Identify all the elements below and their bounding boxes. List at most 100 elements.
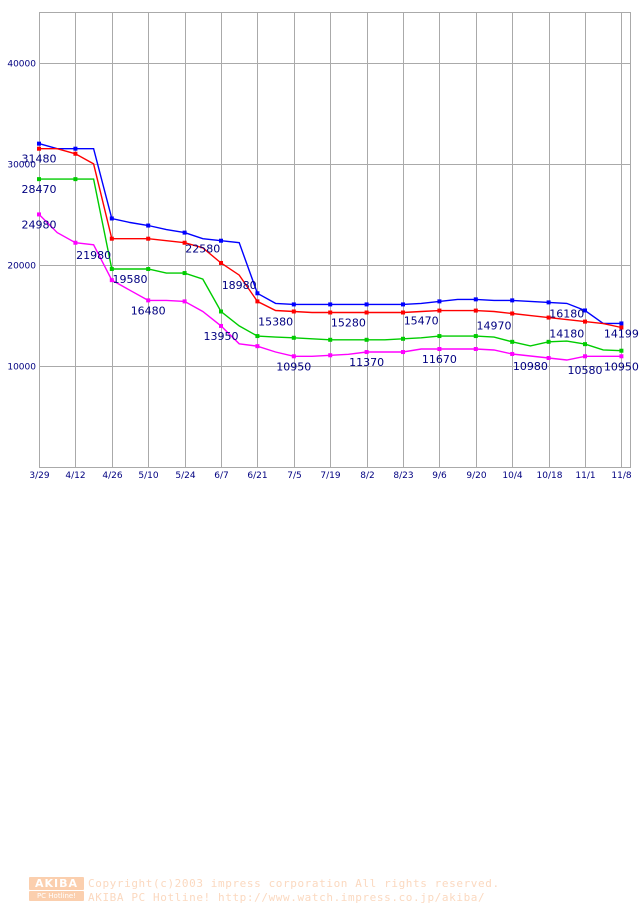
x-tick-label: 11/1 <box>575 471 595 480</box>
series-marker-red <box>401 310 405 315</box>
data-point-label: 31480 <box>22 153 57 166</box>
series-marker-red <box>546 315 551 320</box>
data-point-label: 28470 <box>22 183 57 196</box>
data-point-label: 10950 <box>604 360 639 373</box>
x-tick-label: 7/19 <box>320 471 340 480</box>
series-marker-blue <box>219 238 223 243</box>
series-marker-magenta <box>109 278 114 283</box>
series-marker-red <box>255 299 260 304</box>
series-marker-green <box>255 334 260 339</box>
series-marker-green <box>146 267 151 272</box>
series-marker-green <box>109 267 114 272</box>
series-marker-red <box>37 146 41 151</box>
series-marker-blue <box>583 308 587 313</box>
series-marker-blue <box>619 321 624 326</box>
series-marker-red <box>619 325 624 330</box>
data-point-label: 10950 <box>276 360 311 373</box>
x-tick-label: 8/2 <box>360 471 374 480</box>
series-marker-blue <box>255 291 260 296</box>
series-marker-red <box>146 236 151 241</box>
series-marker-blue <box>73 146 78 151</box>
data-point-label: 16480 <box>131 304 166 317</box>
series-marker-magenta <box>364 350 369 355</box>
x-tick-label: 5/24 <box>175 471 195 480</box>
data-point-label: 15280 <box>331 317 366 330</box>
copyright-line: Copyright(c)2003 impress corporation All… <box>88 877 500 890</box>
data-point-label: 14970 <box>477 320 512 333</box>
series-marker-magenta <box>291 354 296 359</box>
y-tick-label: 10000 <box>7 363 36 373</box>
data-point-label: 11670 <box>422 353 457 366</box>
series-marker-green <box>401 336 405 341</box>
series-layer <box>37 141 624 361</box>
y-tick-label: 40000 <box>7 60 36 70</box>
data-point-label: 15470 <box>404 315 439 328</box>
series-marker-green <box>510 339 515 344</box>
data-point-labels: 31480 28470 24980 21980 22580 19580 18980 16480… <box>22 153 639 377</box>
series-marker-blue <box>473 297 478 302</box>
x-tick-label: 3/29 <box>29 471 49 480</box>
series-marker-magenta <box>328 353 333 358</box>
series-marker-red <box>364 310 369 315</box>
series-marker-red <box>437 308 442 313</box>
akiba-logo-subtitle-text: PC Hotline! <box>36 892 77 900</box>
series-marker-magenta <box>546 356 551 361</box>
data-point-label: 19580 <box>113 273 148 286</box>
series-marker-blue <box>328 302 333 307</box>
x-tick-label: 8/23 <box>393 471 413 480</box>
data-point-label: 21980 <box>76 249 111 262</box>
series-marker-magenta <box>619 354 624 359</box>
series-marker-red <box>182 240 187 245</box>
series-marker-magenta <box>37 212 41 217</box>
x-tick-label: 9/20 <box>466 471 486 480</box>
x-tick-label: 5/10 <box>138 471 158 480</box>
data-point-label: 24980 <box>22 218 57 231</box>
akiba-logo: AKIBA PC Hotline! <box>29 877 84 901</box>
series-marker-blue <box>37 141 41 146</box>
series-marker-red <box>510 311 515 316</box>
data-point-label: 14199 <box>604 327 639 340</box>
series-marker-magenta <box>219 323 223 328</box>
akiba-logo-title: AKIBA <box>29 877 84 890</box>
series-marker-blue <box>146 223 151 228</box>
series-marker-red <box>219 260 223 265</box>
series-marker-blue <box>401 302 405 307</box>
series-marker-magenta <box>437 347 442 352</box>
price-trend-line-chart: 10000 20000 30000 40000 3/29 4/12 4/26 5/10 5/2… <box>7 12 639 480</box>
series-marker-blue <box>546 300 551 305</box>
series-marker-red <box>73 151 78 156</box>
series-marker-green <box>437 334 442 339</box>
source-url-line: AKIBA PC Hotline! http://www.watch.impre… <box>88 891 486 904</box>
data-point-label: 14180 <box>549 328 584 341</box>
data-point-label: 16180 <box>549 307 584 320</box>
footer-watermark: AKIBA PC Hotline! Copyright(c)2003 impre… <box>0 436 640 904</box>
data-point-label: 18980 <box>222 279 257 292</box>
series-marker-magenta <box>182 299 187 304</box>
series-marker-green <box>37 177 41 182</box>
series-marker-green <box>364 337 369 342</box>
x-tick-label: 4/26 <box>102 471 122 480</box>
data-point-label: 10580 <box>568 364 603 377</box>
series-marker-magenta <box>473 347 478 352</box>
series-marker-blue <box>510 298 515 303</box>
series-marker-blue <box>109 216 114 221</box>
series-marker-magenta <box>583 354 587 359</box>
series-marker-green <box>291 335 296 340</box>
series-marker-green <box>182 271 187 276</box>
series-marker-blue <box>364 302 369 307</box>
series-marker-green <box>328 337 333 342</box>
series-marker-red <box>328 310 333 315</box>
x-tick-label: 9/6 <box>432 471 447 480</box>
series-marker-blue <box>182 230 187 235</box>
data-point-label: 10980 <box>513 360 548 373</box>
series-marker-green <box>583 342 587 347</box>
series-marker-green <box>546 339 551 344</box>
series-marker-magenta <box>73 240 78 245</box>
akiba-logo-title-text: AKIBA <box>34 877 79 890</box>
data-point-label: 15380 <box>258 315 293 328</box>
series-marker-green <box>473 334 478 339</box>
data-point-label: 11370 <box>349 356 384 369</box>
y-tick-label: 30000 <box>7 161 36 171</box>
series-marker-green <box>619 348 624 353</box>
series-marker-green <box>219 309 223 314</box>
